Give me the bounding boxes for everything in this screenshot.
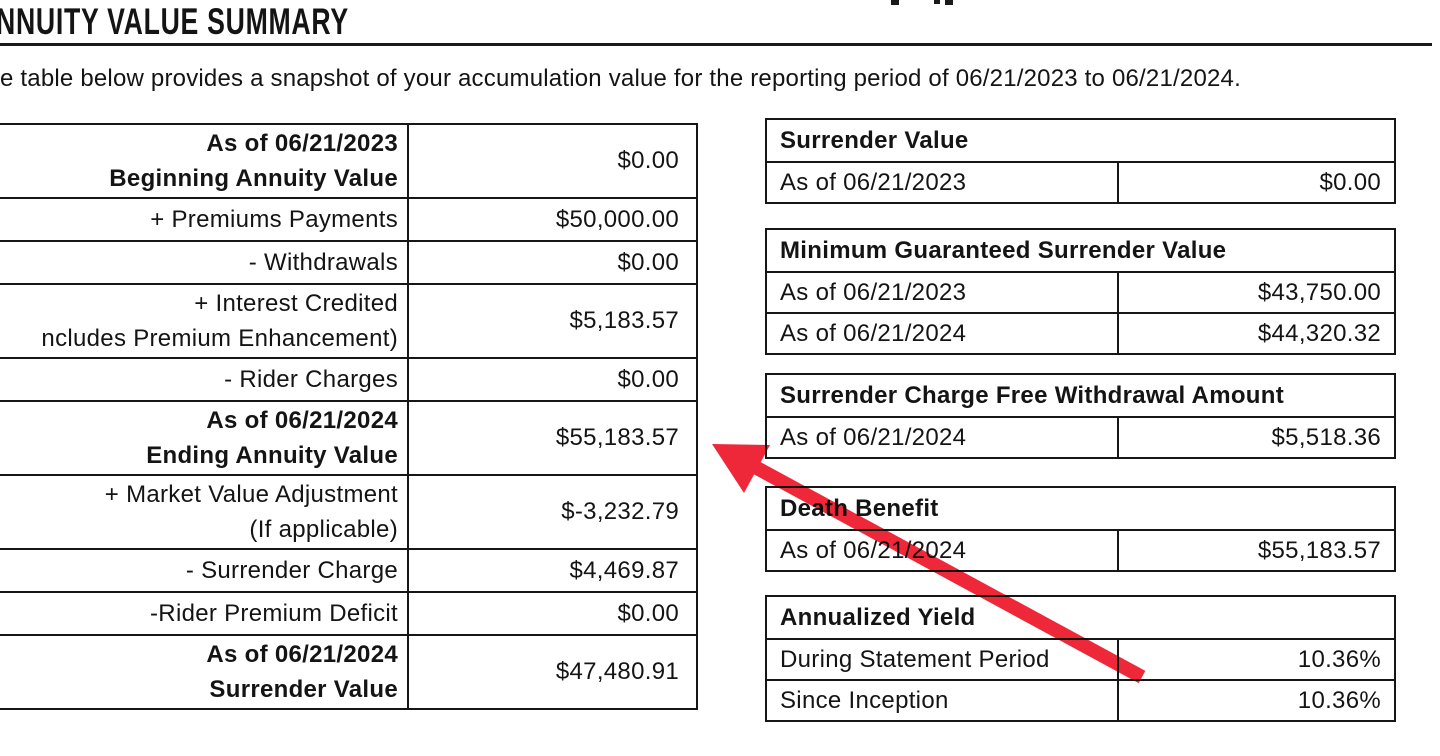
table-row: Since Inception 10.36%: [765, 679, 1396, 722]
row-label: As of 06/21/2024: [765, 312, 1119, 355]
table-header: Death Benefit: [765, 486, 1396, 531]
row-value: 10.36%: [1117, 638, 1396, 681]
row-label: + Premiums Payments: [0, 197, 409, 242]
row-value: $50,000.00: [407, 197, 698, 242]
table-row: During Statement Period 10.36%: [765, 638, 1396, 681]
table-row: As of 06/21/2023 Beginning Annuity Value…: [0, 123, 698, 199]
row-value: $55,183.57: [1117, 529, 1396, 572]
table-row: - Surrender Charge $4,469.87: [0, 548, 698, 593]
side-table-surrender-charge-free-withdrawal: Surrender Charge Free Withdrawal Amount …: [764, 373, 1397, 459]
row-label: As of 06/21/2023: [765, 271, 1119, 314]
table-row: + Market Value Adjustment (If applicable…: [0, 474, 698, 550]
row-label: As of 06/21/2023: [765, 161, 1119, 204]
row-value: $5,518.36: [1116, 416, 1397, 459]
row-value: $47,480.91: [407, 634, 698, 710]
table-row: As of 06/21/2023 $43,750.00: [765, 271, 1397, 314]
row-value: $4,469.87: [407, 548, 698, 593]
clipped-text-fragment: [891, 0, 899, 5]
row-value: $55,183.57: [407, 400, 698, 476]
row-label: - Surrender Charge: [0, 548, 409, 593]
table-row: -Rider Premium Deficit $0.00: [0, 591, 698, 636]
row-value: $0.00: [407, 240, 698, 285]
annuity-summary-table: As of 06/21/2023 Beginning Annuity Value…: [0, 123, 698, 710]
row-label: -Rider Premium Deficit: [0, 591, 409, 636]
table-row: As of 06/21/2023 $0.00: [765, 161, 1397, 204]
row-value: $5,183.57: [407, 283, 698, 359]
side-table-min-guaranteed-surrender-value: Minimum Guaranteed Surrender Value As of…: [764, 228, 1397, 355]
page-title: NNUITY VALUE SUMMARY: [0, 1, 349, 42]
table-row: - Withdrawals $0.00: [0, 240, 698, 285]
table-row: As of 06/21/2024 $5,518.36: [765, 416, 1397, 459]
row-value: $0.00: [407, 591, 698, 636]
table-row: As of 06/21/2024 $55,183.57: [765, 529, 1396, 572]
row-label: + Interest Credited ncludes Premium Enha…: [0, 283, 409, 359]
row-value: $-3,232.79: [407, 474, 698, 550]
side-table-surrender-value: Surrender Value As of 06/21/2023 $0.00: [764, 118, 1397, 204]
table-header: Surrender Value: [764, 118, 1397, 163]
row-label: + Market Value Adjustment (If applicable…: [0, 474, 409, 550]
row-label: As of 06/21/2024 Ending Annuity Value: [0, 400, 409, 476]
row-label: As of 06/21/2024: [765, 416, 1119, 459]
row-label: As of 06/21/2024: [765, 529, 1119, 572]
side-table-death-benefit: Death Benefit As of 06/21/2024 $55,183.5…: [765, 486, 1396, 572]
row-label: - Rider Charges: [0, 357, 409, 402]
clipped-text-fragment: [945, 0, 953, 5]
row-value: $0.00: [407, 357, 698, 402]
intro-text: e table below provides a snapshot of you…: [0, 65, 1241, 92]
table-row: - Rider Charges $0.00: [0, 357, 698, 402]
row-value: $0.00: [407, 123, 698, 199]
table-header: Annualized Yield: [765, 595, 1396, 640]
row-value: $0.00: [1116, 161, 1397, 204]
row-label: During Statement Period: [765, 638, 1119, 681]
table-row: + Interest Credited ncludes Premium Enha…: [0, 283, 698, 359]
row-label: Since Inception: [765, 679, 1119, 722]
table-row: As of 06/21/2024 $44,320.32: [765, 312, 1397, 355]
table-row: As of 06/21/2024 Ending Annuity Value $5…: [0, 400, 698, 476]
clipped-text-fragment: [934, 0, 940, 4]
table-header: Minimum Guaranteed Surrender Value: [764, 228, 1397, 273]
title-rule: [0, 43, 1432, 46]
row-value: 10.36%: [1117, 679, 1396, 722]
row-value: $44,320.32: [1116, 312, 1397, 355]
row-label: As of 06/21/2023 Beginning Annuity Value: [0, 123, 409, 199]
row-label: - Withdrawals: [0, 240, 409, 285]
table-header: Surrender Charge Free Withdrawal Amount: [764, 373, 1397, 418]
side-table-annualized-yield: Annualized Yield During Statement Period…: [765, 595, 1396, 722]
row-value: $43,750.00: [1116, 271, 1397, 314]
row-label: As of 06/21/2024 Surrender Value: [0, 634, 409, 710]
table-row: + Premiums Payments $50,000.00: [0, 197, 698, 242]
table-row: As of 06/21/2024 Surrender Value $47,480…: [0, 634, 698, 710]
